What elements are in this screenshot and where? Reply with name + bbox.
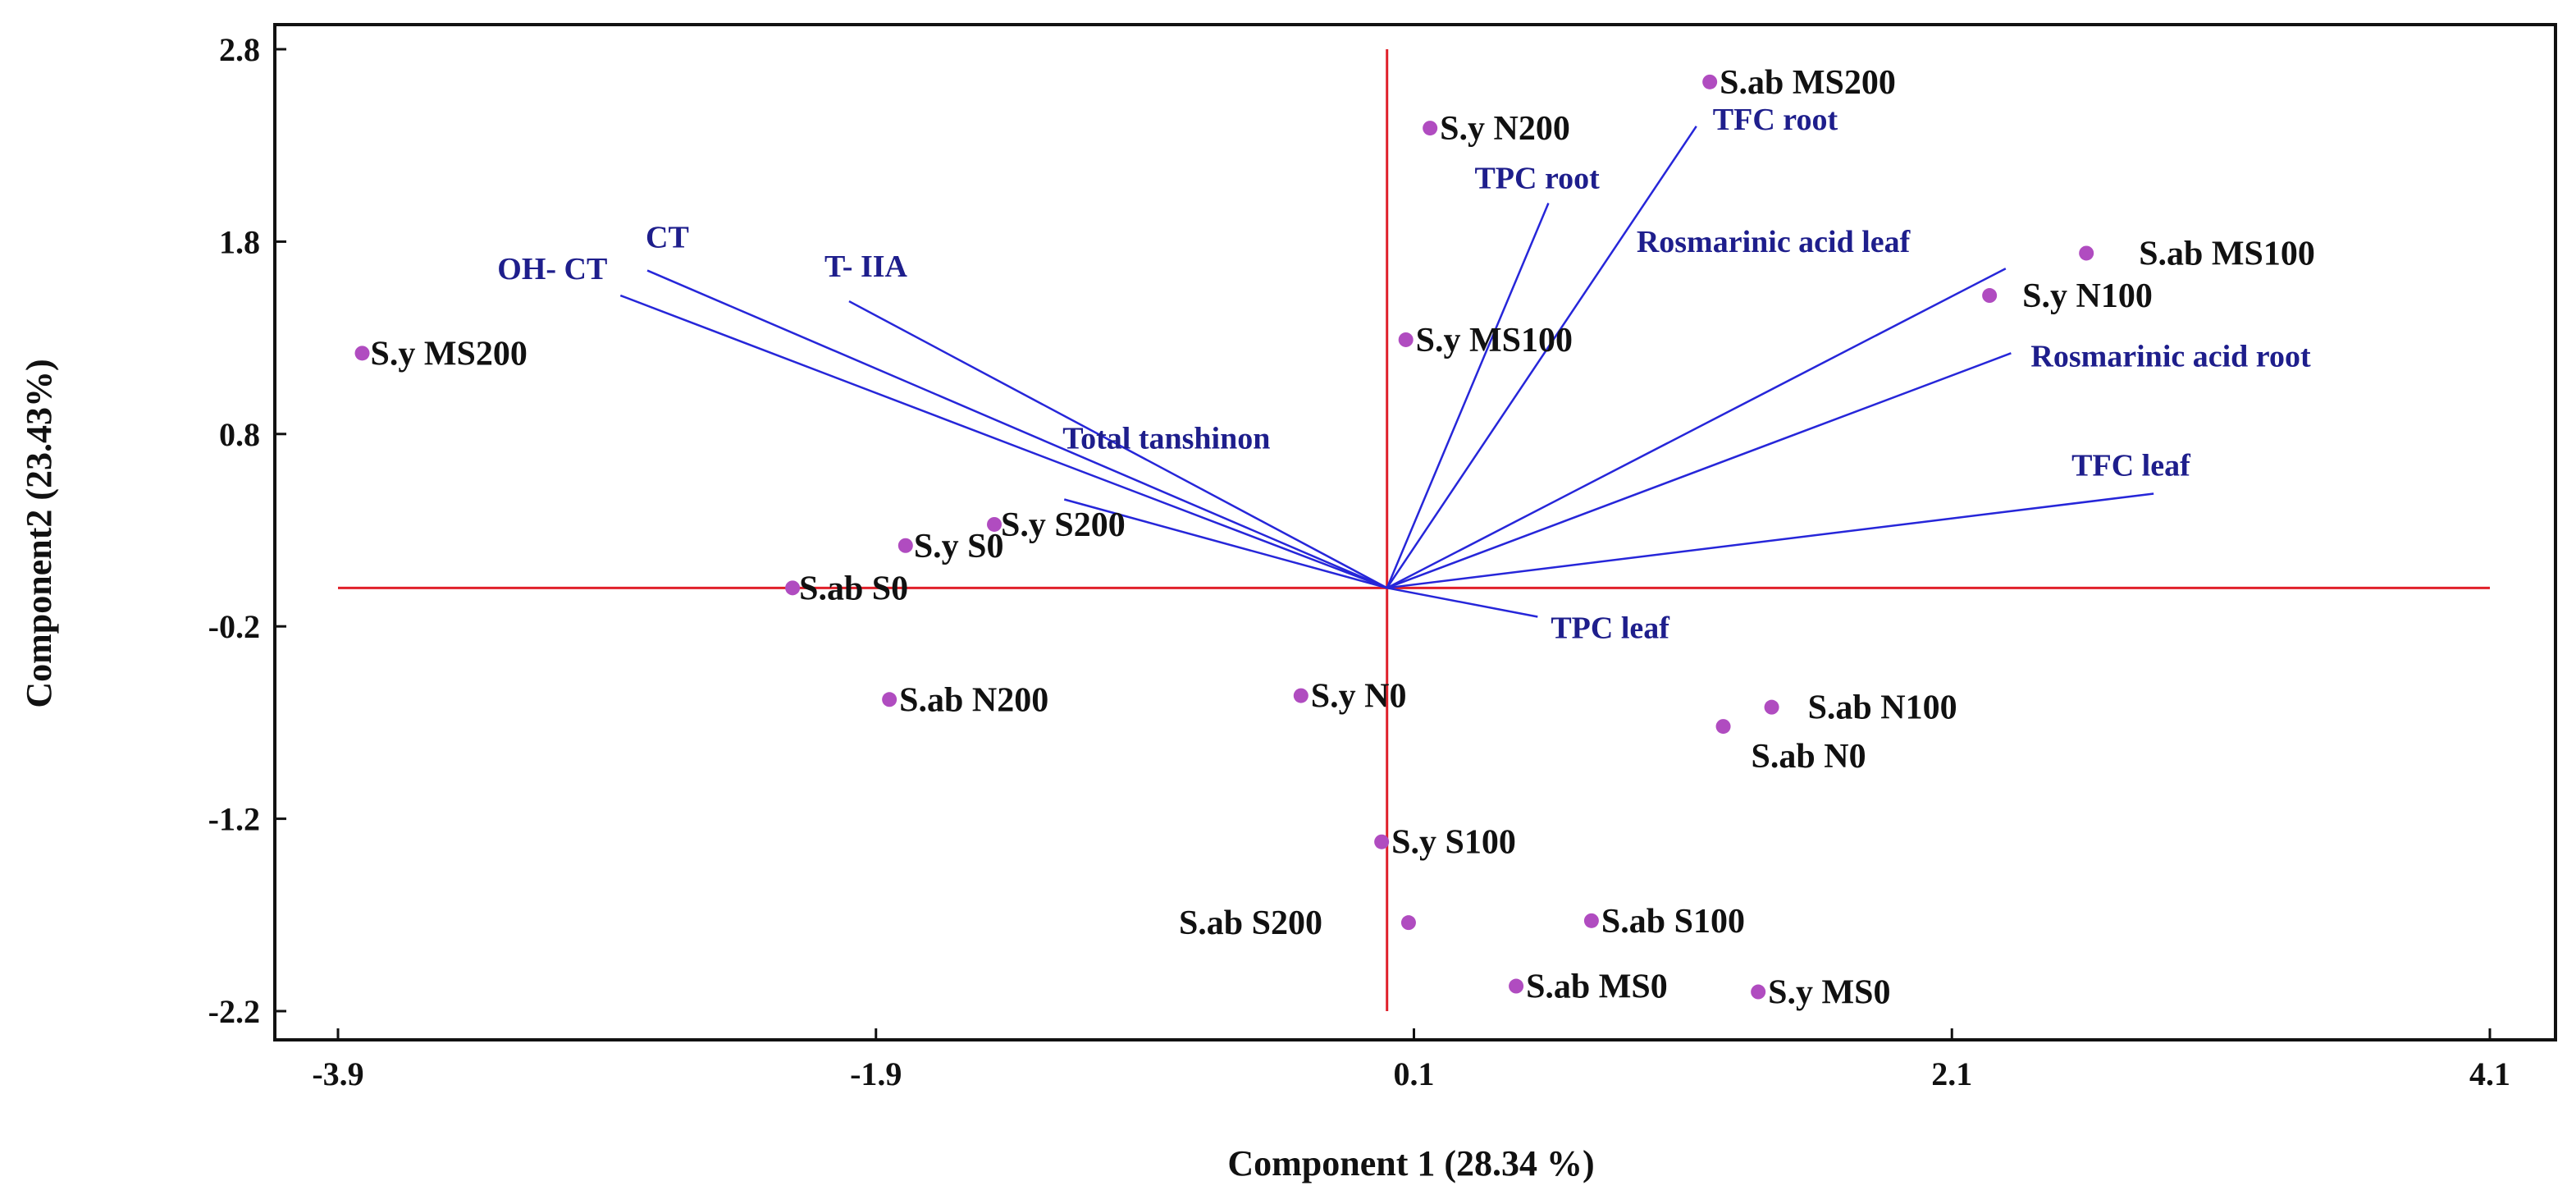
vector-tpc-root: [1386, 203, 1550, 588]
point-label-s-y-ms0: S.y MS0: [1768, 974, 1890, 1012]
axis-ticks: -3.9 -1.9 0.1 2.1 4.1 2.8 1.8 0.8 -0.2 -1.2 -2.2: [208, 31, 2510, 1092]
point-s-y-ms200: [354, 346, 370, 361]
y-tick-label: 0.8: [219, 416, 260, 453]
vector-t-iia: [848, 300, 1388, 589]
point-s-y-n100: [1982, 288, 1998, 304]
x-tick-label: 0.1: [1394, 1055, 1435, 1092]
point-label-s-ab-s0: S.ab S0: [799, 570, 908, 607]
point-label-s-ab-n0: S.ab N0: [1752, 738, 1866, 776]
point-label-s-ab-n200: S.ab N200: [899, 681, 1048, 719]
point-label-s-y-s200: S.y S200: [1001, 506, 1126, 544]
y-tick-label: -0.2: [208, 608, 260, 645]
vector-label-tpc-root: TPC root: [1474, 162, 1600, 196]
point-s-y-ms100: [1398, 332, 1414, 347]
point-label-s-ab-ms100: S.ab MS100: [2139, 235, 2315, 272]
x-tick-label: 4.1: [2469, 1055, 2510, 1092]
point-s-y-n0: [1293, 688, 1309, 703]
vector-rosmarinic-acid-root: [1386, 352, 2012, 589]
point-s-ab-s0: [785, 580, 801, 596]
point-label-s-ab-ms0: S.ab MS0: [1526, 968, 1668, 1006]
point-s-y-ms0: [1751, 984, 1766, 1000]
loading-vectors: CT OH- CT T- IIA Total tanshinon TPC root TFC…: [497, 103, 2311, 646]
point-s-ab-n100: [1764, 699, 1779, 715]
x-tick-label: -3.9: [312, 1055, 363, 1092]
point-s-y-s200: [987, 516, 1003, 532]
vector-label-tfc-leaf: TFC leaf: [2071, 448, 2191, 483]
point-s-y-n200: [1423, 121, 1438, 136]
x-tick-label: 2.1: [1931, 1055, 1972, 1092]
point-label-s-ab-s100: S.ab S100: [1601, 903, 1745, 941]
vector-tpc-leaf: [1386, 587, 1538, 618]
point-label-s-y-n100: S.y N100: [2022, 277, 2153, 315]
point-label-s-ab-n100: S.ab N100: [1808, 689, 1957, 727]
point-label-s-y-s100: S.y S100: [1391, 824, 1516, 862]
vector-label-ct: CT: [646, 221, 689, 255]
point-label-s-y-s0: S.y S0: [914, 528, 1004, 565]
point-s-ab-n0: [1715, 719, 1731, 735]
point-s-ab-ms0: [1509, 978, 1524, 994]
point-label-s-y-ms100: S.y MS100: [1416, 322, 1573, 359]
point-label-s-y-n0: S.y N0: [1311, 678, 1407, 716]
score-points: S.ab MS200 S.y N200 S.ab MS100 S.y N100 S.y …: [354, 64, 2315, 1012]
vector-label-total-tanshinon: Total tanshinon: [1062, 421, 1270, 456]
point-s-ab-ms200: [1702, 74, 1718, 89]
point-s-ab-s200: [1400, 915, 1416, 931]
vector-label-tpc-leaf: TPC leaf: [1551, 611, 1670, 645]
point-s-y-s0: [897, 538, 913, 553]
point-s-ab-s100: [1583, 913, 1599, 928]
vector-ct: [646, 269, 1388, 589]
vector-oh-ct: [619, 294, 1388, 589]
y-tick-label: 1.8: [219, 223, 260, 260]
vector-label-t-iia: T- IIA: [824, 249, 908, 284]
vector-total-tanshinon: [1063, 498, 1388, 589]
point-label-s-y-ms200: S.y MS200: [371, 335, 528, 373]
vector-label-rosmarinic-acid-leaf: Rosmarinic acid leaf: [1637, 225, 1911, 259]
plot-frame: [273, 23, 2557, 1041]
y-tick-label: -2.2: [208, 993, 260, 1030]
vector-tfc-leaf: [1386, 492, 2154, 589]
point-label-s-ab-s200: S.ab S200: [1179, 904, 1322, 942]
vector-rosmarinic-acid-leaf: [1386, 268, 2007, 589]
point-label-s-ab-ms200: S.ab MS200: [1720, 64, 1896, 102]
point-s-ab-ms100: [2079, 245, 2094, 261]
y-axis-title: Component2 (23.43%): [19, 359, 59, 707]
origin-lines: [338, 49, 2490, 1011]
x-tick-label: -1.9: [850, 1055, 902, 1092]
vector-label-rosmarinic-acid-root: Rosmarinic acid root: [2030, 339, 2311, 373]
vector-label-oh-ct: OH- CT: [497, 252, 607, 286]
vector-tfc-root: [1386, 126, 1697, 589]
vector-label-tfc-root: TFC root: [1713, 103, 1838, 137]
point-s-y-s100: [1374, 834, 1390, 849]
y-tick-label: -1.2: [208, 801, 260, 838]
y-tick-label: 2.8: [219, 31, 260, 68]
point-label-s-y-n200: S.y N200: [1440, 110, 1570, 148]
point-s-ab-n200: [882, 692, 897, 707]
x-axis-title: Component 1 (28.34 %): [1227, 1143, 1594, 1183]
